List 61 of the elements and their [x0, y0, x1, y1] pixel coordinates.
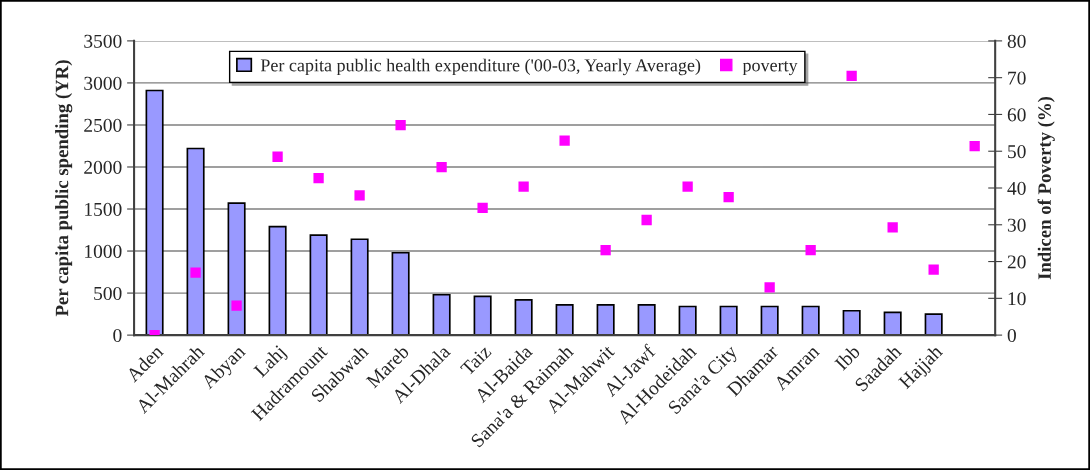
point — [887, 222, 898, 233]
y-tick-label: 500 — [94, 286, 122, 301]
y2-tick-label: 50 — [1008, 145, 1026, 159]
point — [846, 70, 857, 81]
point — [559, 135, 570, 146]
bar — [350, 238, 369, 336]
y2-tick-label: 60 — [1007, 108, 1026, 122]
bar — [637, 304, 656, 336]
bar — [268, 225, 287, 336]
point — [600, 245, 611, 256]
y2-tick-label: 10 — [1008, 292, 1026, 306]
point — [723, 192, 734, 203]
bar — [432, 293, 451, 336]
legend-label: poverty — [742, 61, 798, 76]
bar — [842, 309, 861, 336]
point — [518, 181, 529, 192]
y-tick-label: 2500 — [84, 118, 122, 132]
bar — [883, 311, 902, 336]
bar — [145, 89, 164, 336]
bar — [309, 234, 328, 336]
legend-label: Per capita public health expenditure ('00-03, Yearly Average) — [260, 58, 701, 76]
bar — [514, 298, 533, 336]
y-tick-label: 0 — [113, 328, 122, 343]
bar — [801, 305, 820, 336]
bar — [924, 313, 943, 336]
y-tick-label: 3500 — [84, 34, 122, 48]
y2-tick-label: 30 — [1007, 218, 1026, 232]
y-tick-label: 2000 — [84, 160, 122, 174]
point — [805, 245, 816, 256]
point — [231, 300, 242, 311]
point — [313, 172, 324, 184]
y2-tick-label: 20 — [1007, 255, 1026, 269]
point — [682, 181, 693, 192]
point — [641, 214, 652, 226]
y2-tick-label: 70 — [1008, 71, 1026, 85]
bar — [678, 305, 697, 336]
y2-tick-label: 80 — [1007, 34, 1026, 48]
bar — [719, 305, 738, 336]
point — [969, 140, 980, 152]
y-tick-label: 3000 — [84, 76, 122, 90]
y2-axis-title: Indicen of Poverty (%) — [1037, 96, 1055, 280]
bar — [473, 295, 492, 336]
bar — [186, 147, 205, 336]
point — [928, 264, 939, 275]
y2-tick-label: 0 — [1007, 328, 1016, 343]
bar — [555, 304, 574, 336]
y-axis-title: Per capita public spending (YR) — [55, 60, 73, 317]
bar — [391, 251, 410, 336]
point — [436, 161, 447, 173]
bar — [227, 202, 246, 336]
point — [190, 267, 201, 278]
bar — [596, 304, 615, 336]
point — [477, 202, 488, 214]
y-tick-label: 1500 — [85, 202, 122, 216]
y2-tick-label: 40 — [1007, 181, 1026, 195]
point — [764, 282, 775, 293]
point — [395, 119, 406, 131]
point — [272, 151, 283, 162]
y-tick-label: 1000 — [85, 244, 122, 258]
bar — [760, 305, 779, 336]
point — [354, 190, 365, 201]
